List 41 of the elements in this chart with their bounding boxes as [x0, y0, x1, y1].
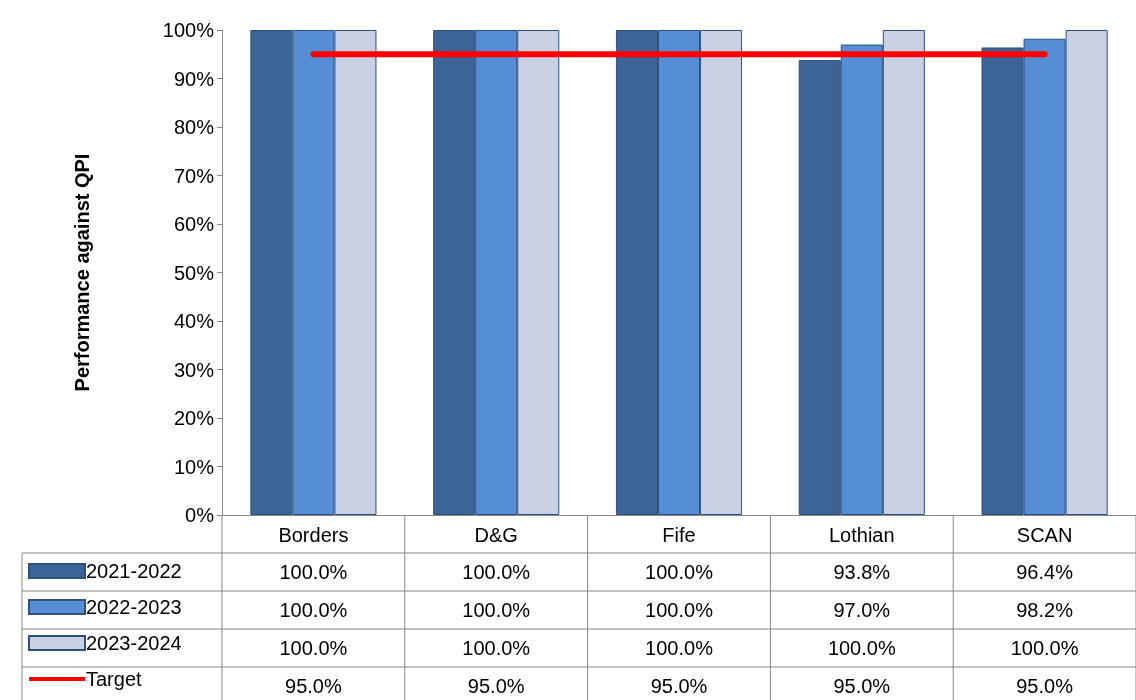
data-label: 95.0% — [833, 675, 891, 697]
data-label: 100.0% — [279, 599, 348, 621]
data-label: 96.4% — [1016, 561, 1074, 583]
y-tick-label: 90% — [173, 67, 215, 90]
y-tick-label: 40% — [173, 310, 215, 332]
x-tick-label: Fife — [662, 524, 696, 546]
y-tick-label: 30% — [173, 358, 215, 381]
y-tick-label: 70% — [173, 164, 215, 187]
data-label: 95.0% — [650, 675, 708, 697]
legend-label: 2021-2022 — [86, 560, 182, 582]
data-label: 100.0% — [462, 599, 531, 621]
y-tick-label: 10% — [173, 455, 215, 478]
data-label: 100.0% — [462, 637, 531, 659]
y-axis-title: Performance against QPI — [71, 153, 93, 392]
y-tick-label: 80% — [173, 116, 215, 138]
data-label: 98.2% — [1016, 599, 1074, 621]
data-label: 95.0% — [1016, 675, 1074, 697]
data-label: 100.0% — [645, 599, 714, 621]
data-label: 95.0% — [467, 675, 525, 697]
x-tick-label: Borders — [278, 524, 349, 546]
y-tick-label: 0% — [185, 504, 215, 526]
y-tick-label: 50% — [173, 261, 215, 284]
data-label: 97.0% — [833, 599, 891, 621]
x-tick-label: Lothian — [828, 524, 895, 546]
y-tick-label: 100% — [162, 19, 215, 41]
data-label: 100.0% — [645, 637, 714, 659]
y-tick-label: 20% — [173, 407, 215, 429]
data-label: 100.0% — [1010, 637, 1079, 659]
legend-label: Target — [86, 668, 143, 690]
legend-label: 2023-2024 — [86, 632, 182, 654]
x-tick-label: D&G — [474, 524, 518, 546]
data-label: 100.0% — [279, 637, 348, 659]
data-label: 100.0% — [645, 561, 714, 583]
y-tick-label: 60% — [173, 213, 215, 235]
x-tick-label: SCAN — [1016, 524, 1073, 546]
data-label: 93.8% — [833, 561, 891, 583]
data-label: 100.0% — [462, 561, 531, 583]
legend-label: 2022-2023 — [86, 596, 182, 618]
data-label: 95.0% — [285, 675, 342, 697]
data-label: 100.0% — [827, 637, 896, 659]
data-label: 100.0% — [279, 561, 348, 583]
